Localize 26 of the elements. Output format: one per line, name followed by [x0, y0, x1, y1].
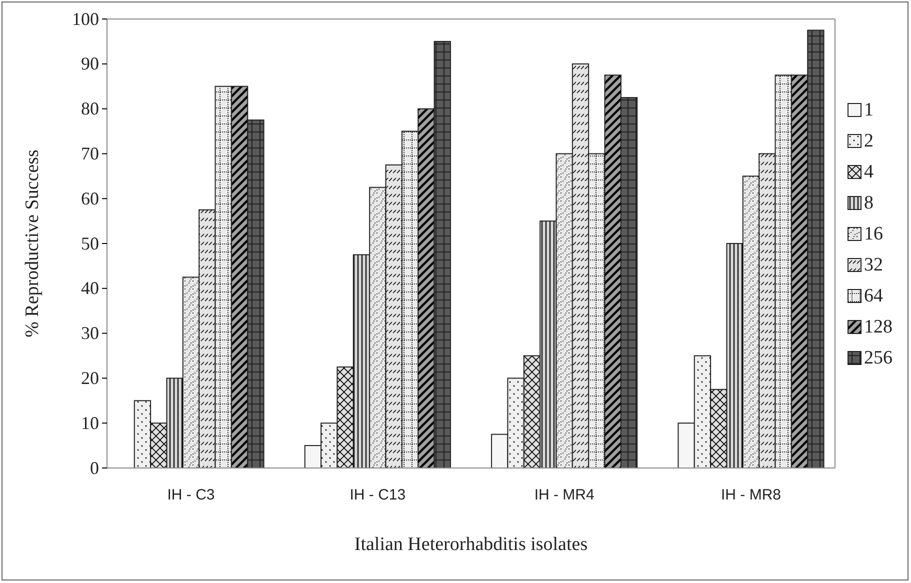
legend-label: 1 [864, 100, 874, 120]
legend-label: 64 [864, 286, 884, 306]
y-tick-label: 80 [81, 98, 99, 119]
y-tick-label: 50 [81, 233, 99, 254]
y-tick-label: 30 [81, 323, 99, 344]
legend-label: 256 [864, 348, 892, 368]
y-tick-label: 10 [81, 412, 99, 433]
y-tick-label: 90 [81, 54, 99, 74]
legend-label: 16 [864, 224, 883, 244]
y-tick-label: 40 [81, 278, 99, 298]
x-tick-label: IH - C13 [350, 486, 406, 504]
legend-label: 2 [864, 130, 874, 152]
legend-label: 4 [864, 162, 874, 182]
x-tick-label: IH - MR8 [721, 486, 781, 504]
y-tick-label: 100 [72, 8, 99, 29]
x-axis-title: Italian Heterorhabditis isolates [354, 534, 588, 555]
y-tick-label: 60 [81, 188, 99, 208]
y-tick-label: 70 [81, 143, 99, 164]
x-tick-label: IH - MR4 [534, 486, 594, 504]
x-tick-label: IH - C3 [167, 486, 215, 504]
y-tick-label: 20 [81, 368, 99, 388]
legend-label: 32 [864, 254, 883, 276]
y-axis-title: % Reproductive Success [22, 150, 43, 338]
legend-label: 128 [864, 316, 892, 338]
legend-label: 8 [864, 192, 874, 214]
y-tick-label: 0 [90, 458, 99, 478]
